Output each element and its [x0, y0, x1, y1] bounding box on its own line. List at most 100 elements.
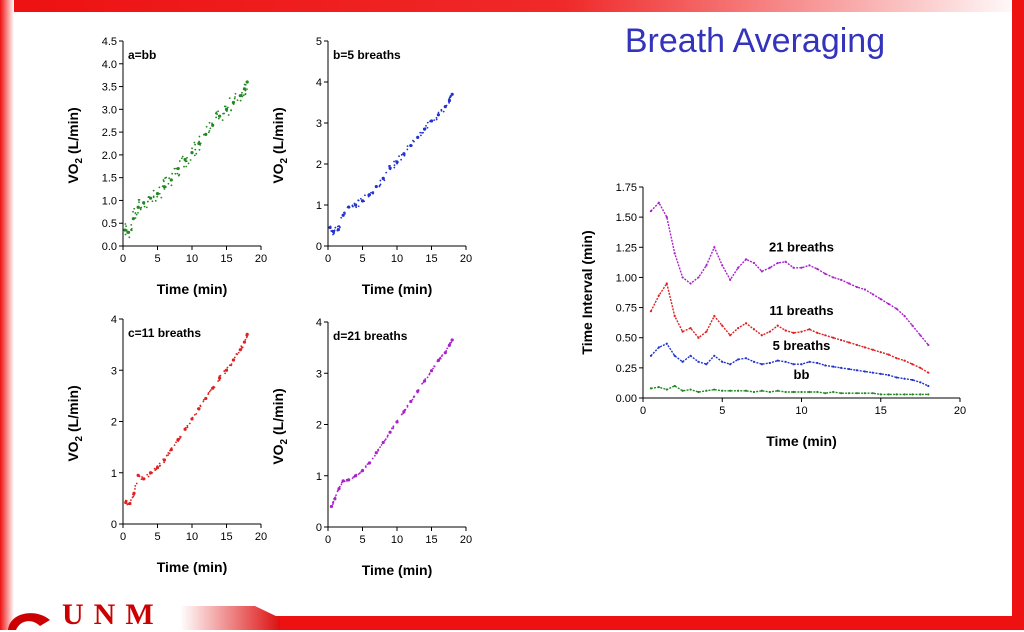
- series-point: [824, 364, 827, 367]
- breath-dot: [343, 211, 345, 214]
- x-tick-label: 20: [460, 253, 472, 265]
- breath-dot: [164, 177, 166, 180]
- breath-dot: [163, 188, 166, 190]
- breath-dot: [417, 389, 420, 392]
- y-tick-label: 4.0: [102, 59, 117, 71]
- breath-dot: [148, 471, 151, 474]
- x-tick-label: 0: [640, 405, 646, 417]
- breath-dot: [393, 164, 396, 167]
- breath-dot: [329, 225, 332, 228]
- breath-dot: [193, 141, 196, 144]
- series-point: [681, 360, 684, 363]
- breath-dot: [184, 426, 187, 429]
- breath-dot: [191, 147, 193, 150]
- breath-dot: [177, 174, 180, 177]
- x-tick-label: 5: [719, 405, 725, 417]
- breath-dot: [130, 223, 133, 226]
- breath-dot: [430, 369, 433, 372]
- breath-dot: [396, 161, 399, 164]
- series-point: [816, 361, 819, 365]
- breath-dot: [138, 201, 140, 204]
- breath-dot: [240, 93, 243, 96]
- breath-dot: [168, 177, 171, 180]
- breath-dot: [145, 206, 148, 209]
- breath-dot: [333, 232, 335, 235]
- breath-dot: [195, 413, 198, 415]
- breath-dot: [358, 472, 361, 474]
- y-tick-label: 4: [111, 314, 117, 326]
- breath-dot: [174, 172, 177, 175]
- data-point: [190, 151, 194, 155]
- breath-dot: [336, 229, 339, 232]
- series-point: [665, 388, 668, 391]
- series-point: [657, 386, 660, 389]
- breath-dot: [139, 208, 142, 211]
- data-point: [218, 114, 222, 118]
- series-point: [784, 260, 787, 263]
- panel-label: a=bb: [128, 48, 156, 62]
- breath-dot: [368, 462, 371, 465]
- x-tick-label: 15: [220, 253, 232, 265]
- series-point: [768, 390, 771, 394]
- y-axis-label: VO2 (L/min): [65, 385, 85, 461]
- breath-dot: [161, 185, 164, 188]
- series-point: [760, 270, 763, 273]
- breath-dot: [158, 192, 161, 195]
- y-tick-label: 2.5: [102, 127, 117, 139]
- y-tick-label: 0.0: [102, 241, 117, 253]
- series-point: [847, 367, 851, 371]
- breath-dot: [225, 110, 228, 113]
- breath-dot: [430, 120, 433, 123]
- series-point: [737, 358, 740, 361]
- breath-dot: [433, 365, 436, 368]
- data-point: [231, 100, 235, 105]
- series-point: [649, 354, 653, 357]
- breath-dot: [244, 338, 247, 341]
- breath-dot: [129, 503, 132, 506]
- series-point: [911, 378, 914, 382]
- y-tick-label: 1.25: [616, 242, 637, 254]
- breath-dot: [440, 108, 443, 111]
- y-tick-label: 1: [316, 471, 322, 483]
- breath-dot: [127, 503, 130, 506]
- series-point: [927, 343, 930, 347]
- series-point: [705, 330, 708, 333]
- breath-dot: [184, 428, 187, 431]
- series-point: [721, 389, 724, 392]
- y-tick-label: 0: [316, 241, 322, 253]
- y-tick-label: 1.50: [616, 212, 637, 224]
- breath-dot: [189, 159, 192, 161]
- breath-dot: [173, 167, 176, 170]
- breath-dot: [367, 194, 370, 196]
- series-label: 5 breaths: [773, 338, 831, 353]
- breath-dot: [420, 134, 422, 137]
- breath-dot: [216, 113, 218, 115]
- series-point: [903, 393, 906, 396]
- breath-dot: [139, 207, 142, 210]
- x-tick-label: 20: [255, 253, 267, 265]
- y-tick-label: 2: [316, 420, 322, 432]
- series-point: [832, 390, 835, 394]
- y-tick-label: 3.5: [102, 82, 117, 94]
- breath-dot: [163, 461, 165, 464]
- breath-dot: [146, 473, 149, 476]
- breath-dot: [336, 490, 339, 493]
- breath-dot: [364, 465, 367, 468]
- breath-dot: [441, 354, 444, 357]
- breath-dot: [164, 186, 167, 188]
- breath-dot: [134, 485, 137, 487]
- breath-dot: [183, 165, 185, 168]
- breath-dot: [246, 88, 248, 91]
- breath-dot: [436, 360, 439, 363]
- breath-dot: [357, 199, 360, 202]
- breath-dot: [447, 100, 450, 103]
- data-point: [176, 166, 180, 171]
- x-axis-label: Time (min): [362, 281, 433, 297]
- breath-dot: [338, 487, 341, 490]
- frame-right: [1012, 0, 1024, 630]
- breath-dot: [137, 474, 140, 477]
- series-point: [721, 324, 724, 327]
- breath-dot: [186, 156, 188, 159]
- breath-dot: [244, 83, 247, 86]
- breath-dot: [338, 485, 341, 488]
